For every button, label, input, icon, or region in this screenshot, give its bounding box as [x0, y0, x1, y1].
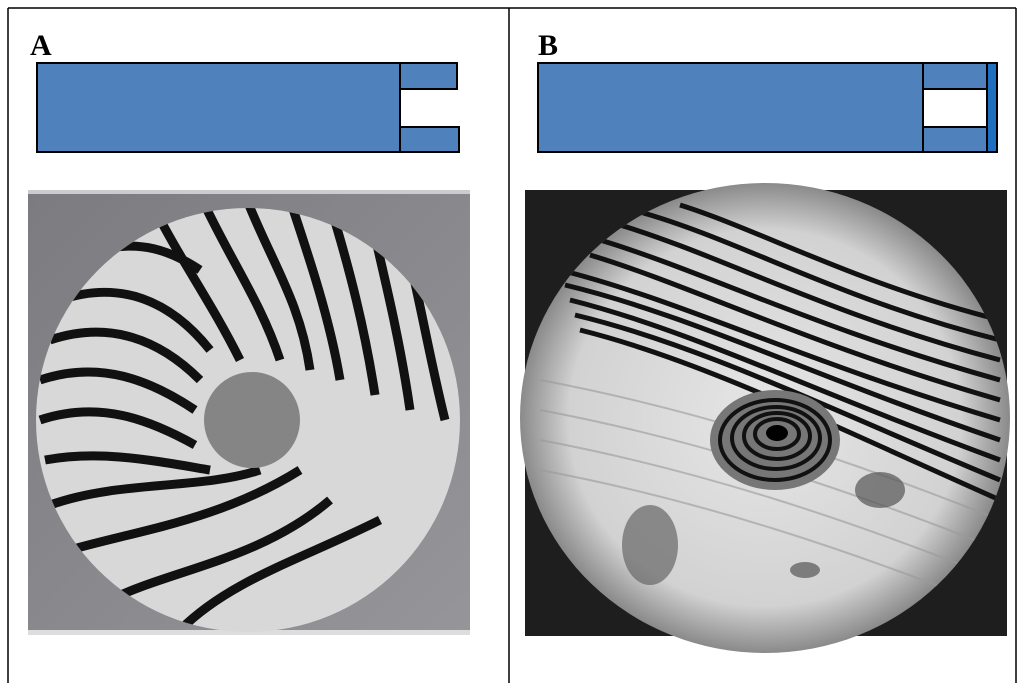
schematic-b: [538, 63, 997, 152]
photo-a: [28, 190, 470, 635]
figure: A B: [0, 0, 1024, 683]
photo-b: [520, 183, 1010, 653]
panel-label: A: [30, 29, 52, 62]
panel-label: B: [538, 29, 558, 62]
schematic-a: [37, 63, 459, 152]
